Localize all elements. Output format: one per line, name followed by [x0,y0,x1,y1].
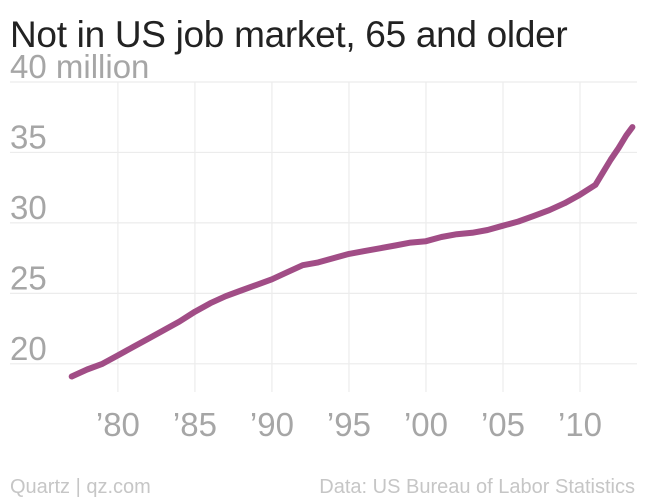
footer-source: Data: US Bureau of Labor Statistics [319,476,635,498]
x-tick-label: ’90 [250,406,294,443]
data-point [562,200,567,206]
data-point [69,374,75,379]
y-tick-label: 20 [10,330,47,367]
data-point [146,336,152,341]
data-point [207,300,213,306]
data-point [177,319,182,324]
tick-labels: 20 25 30 35 40 million ’80 ’85 ’90 ’95 ’00 ’05 ’10 [10,48,602,443]
data-point [630,124,635,130]
data-point [315,260,321,265]
x-tick-label: ’95 [327,406,371,443]
data-point [161,327,167,333]
data-point [531,213,537,219]
data-point [608,157,614,162]
data-point [300,262,306,268]
y-tick-label: 30 [10,189,47,226]
y-tick-label: 35 [10,118,47,155]
data-point [623,133,629,138]
data-point [192,309,198,315]
data-point [516,219,521,224]
data-point [616,145,621,151]
data-point [593,182,598,188]
x-tick-label: ’10 [558,406,602,443]
data-point [485,227,490,233]
data-point [377,245,383,251]
x-tick-label: ’80 [96,406,140,443]
data-point [500,223,506,229]
data-point [454,231,460,237]
y-tick-label: 40 million [10,48,149,85]
x-tick-label: ’05 [481,406,525,443]
chart-title: Not in US job market, 65 and older [10,14,568,55]
x-tick-label: ’85 [173,406,217,443]
data-point [362,248,367,254]
data-point [130,344,136,350]
data-point [223,293,229,299]
data-point [284,269,290,275]
series-layer [68,124,636,380]
gridlines [10,81,637,392]
data-point [84,367,90,372]
x-tick-label: ’00 [404,406,448,443]
data-point [439,234,444,240]
y-tick-label: 25 [10,259,47,296]
data-point [392,243,398,248]
data-point [269,276,275,282]
data-point [115,353,121,358]
series-line [68,124,636,380]
data-point [331,255,336,261]
data-point [423,238,429,244]
data-point [238,288,244,293]
data-point [577,192,583,198]
data-point [346,251,352,257]
data-point [600,169,606,175]
data-point [408,240,413,246]
data-point [546,207,552,213]
data-point [100,361,105,367]
data-point [469,230,475,236]
footer-credit: Quartz | qz.com [10,476,151,498]
data-point [254,282,259,288]
